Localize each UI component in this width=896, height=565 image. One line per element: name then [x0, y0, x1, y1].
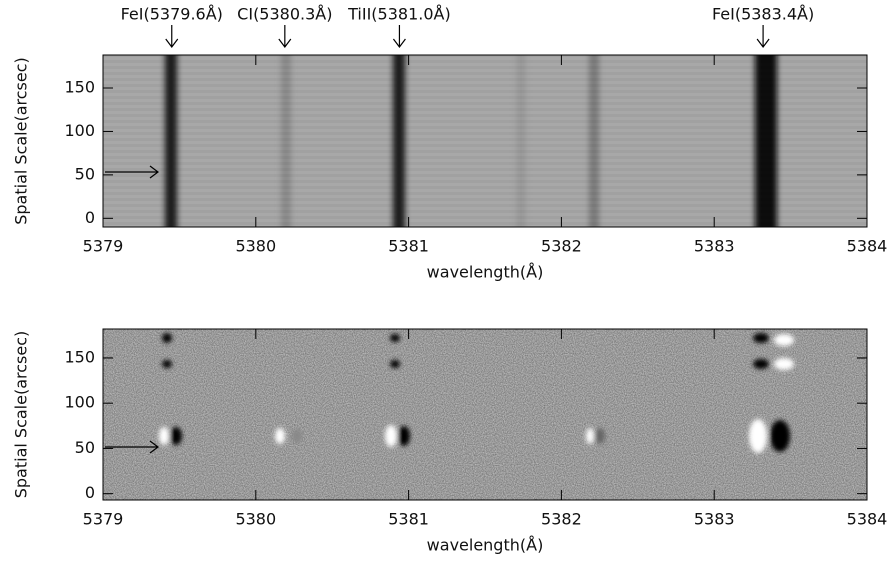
line-arrow [278, 25, 292, 48]
x-tick-label: 5379 [83, 237, 124, 256]
line-label: FeI(5379.6Å) [121, 5, 223, 24]
x-tick-label: 5381 [388, 510, 429, 529]
x-axis-label: wavelength(Å) [427, 536, 544, 555]
plot-frame [102, 328, 868, 501]
y-axis-label: Spatial Scale(arcsec) [12, 331, 31, 499]
x-tick-label: 5382 [541, 510, 582, 529]
y-tick-label: 150 [64, 78, 95, 97]
y-tick-label: 0 [85, 208, 95, 227]
line-label: TiII(5381.0Å) [347, 5, 451, 24]
line-arrow [392, 25, 406, 48]
y-axis-label: Spatial Scale(arcsec) [12, 57, 31, 225]
stokes-v-image [103, 329, 867, 500]
line-label: FeI(5383.4Å) [712, 5, 814, 24]
y-tick-label: 150 [64, 347, 95, 366]
x-tick-label: 5380 [235, 237, 276, 256]
row-arrow [105, 165, 159, 454]
y-tick-label: 100 [64, 121, 95, 140]
line-arrow [756, 25, 770, 48]
x-axis-label: wavelength(Å) [427, 263, 544, 282]
x-tick-label: 5383 [694, 510, 735, 529]
x-tick-label: 5382 [541, 237, 582, 256]
line-arrow [165, 25, 179, 48]
y-tick-label: 100 [64, 393, 95, 412]
x-tick-label: 5379 [83, 510, 124, 529]
x-tick-label: 5381 [388, 237, 429, 256]
plot-frame [102, 54, 868, 228]
x-tick-label: 5384 [847, 510, 888, 529]
intensity-image [103, 55, 867, 227]
x-tick-label: 5383 [694, 237, 735, 256]
x-tick-label: 5384 [847, 237, 888, 256]
x-tick-label: 5380 [235, 510, 276, 529]
y-tick-label: 50 [75, 438, 95, 457]
y-tick-label: 50 [75, 164, 95, 183]
y-tick-label: 0 [85, 483, 95, 502]
line-label: CI(5380.3Å) [237, 5, 332, 24]
